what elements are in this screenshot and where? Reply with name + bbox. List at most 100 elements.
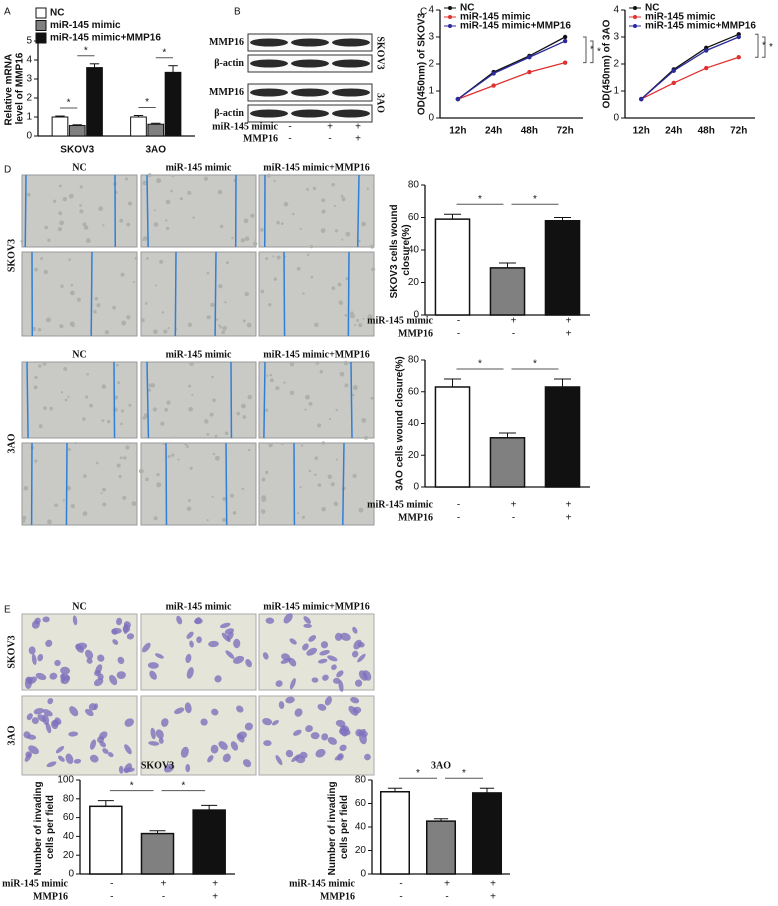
cell-texture <box>351 393 355 397</box>
cell-texture <box>209 412 214 417</box>
invading-cell <box>126 633 135 640</box>
data-point <box>562 60 568 65</box>
cell-texture <box>358 323 363 328</box>
y-tick-label: 40 <box>408 245 420 256</box>
cell-texture <box>321 198 326 203</box>
invading-cell <box>148 741 160 746</box>
cell-texture <box>337 282 342 287</box>
y-tick-label: 2 <box>613 59 619 70</box>
y-axis-label: SKOV3 cells wound closure(%) <box>389 202 412 299</box>
invading-cell <box>45 722 52 734</box>
x-tick-label: 72h <box>730 126 747 137</box>
invading-cell <box>244 722 253 731</box>
cell-texture <box>370 244 375 249</box>
cell-texture <box>358 507 364 513</box>
invading-cell <box>123 763 132 774</box>
invading-cell <box>319 649 330 656</box>
treatment-mark: + <box>355 122 361 133</box>
column-header: miR-145 mimic <box>166 349 232 360</box>
invading-cell <box>109 674 118 686</box>
bar <box>68 125 86 137</box>
cell-texture <box>308 401 313 406</box>
cell-texture <box>57 227 63 232</box>
cell-texture <box>314 456 319 460</box>
cell-texture <box>40 257 44 260</box>
cell-texture <box>68 193 74 199</box>
cell-texture <box>170 189 173 193</box>
cell-texture <box>47 519 52 525</box>
cell-texture <box>345 231 351 237</box>
cell-texture <box>44 225 49 230</box>
y-axis-label: Number of invading cells per field <box>327 779 350 876</box>
treatment-mark: + <box>161 879 167 890</box>
cell-texture <box>117 381 121 385</box>
cell-texture <box>289 390 295 395</box>
series-line <box>640 36 739 100</box>
y-tick-label: 80 <box>355 775 367 786</box>
cell-texture <box>188 384 192 388</box>
cell-texture <box>211 495 214 498</box>
cell-texture <box>123 456 127 460</box>
y-tick-label: 60 <box>355 798 367 809</box>
series-line <box>457 62 566 100</box>
cell-texture <box>370 396 374 400</box>
invading-cell <box>155 729 164 739</box>
data-point <box>736 55 741 60</box>
cell-texture <box>358 239 361 243</box>
cell-texture <box>268 303 272 307</box>
invading-cell <box>116 671 126 680</box>
cell-texture <box>304 408 307 411</box>
invading-cell <box>68 731 79 737</box>
y-tick-label: 100 <box>57 775 74 786</box>
cell-texture <box>241 487 245 491</box>
cell-texture <box>37 327 42 332</box>
invading-cell <box>211 708 219 716</box>
invading-cell <box>163 763 175 773</box>
cell-texture <box>222 325 227 331</box>
treatment-mark: - <box>288 134 291 145</box>
wound-edge <box>113 361 116 439</box>
cell-texture <box>142 236 148 241</box>
bar <box>130 116 147 137</box>
x-tick-label: 3AO <box>145 145 166 156</box>
invading-cell <box>321 733 329 741</box>
significance-marker: * <box>590 44 594 55</box>
cell-texture <box>86 238 91 244</box>
cell-texture <box>153 516 158 521</box>
blot-band <box>332 59 370 68</box>
cell-texture <box>335 408 338 412</box>
invading-cell <box>327 737 338 745</box>
invading-cell <box>111 627 122 634</box>
cell-texture <box>71 323 75 328</box>
blot-band <box>332 109 370 118</box>
invading-cell <box>60 673 65 684</box>
cell-texture <box>253 241 258 246</box>
invading-cell <box>275 755 283 766</box>
cell-texture <box>121 320 127 326</box>
invading-cell <box>102 748 109 754</box>
y-tick-label: 0 <box>413 310 419 321</box>
bar <box>51 116 69 137</box>
cell-texture <box>259 227 264 232</box>
cell-texture <box>314 322 319 328</box>
cell-texture <box>116 463 121 468</box>
cell-texture <box>100 492 103 495</box>
cell-texture <box>54 503 58 508</box>
invading-cell <box>245 659 252 668</box>
cell-texture <box>52 199 57 203</box>
cell-texture <box>219 326 222 329</box>
data-point <box>527 55 532 60</box>
invading-cell <box>31 717 39 725</box>
y-tick-label: 0 <box>360 869 366 880</box>
invading-cell <box>42 616 50 623</box>
cell-texture <box>34 459 38 463</box>
y-tick-label: 40 <box>355 822 367 833</box>
cell-texture <box>102 224 105 227</box>
cell-texture <box>341 238 344 241</box>
treatment-mark: - <box>445 892 448 903</box>
micrograph <box>140 613 257 691</box>
invading-cell <box>351 650 359 658</box>
cell-texture <box>321 506 326 512</box>
column-header: NC <box>72 349 86 360</box>
wound-edge <box>146 174 149 248</box>
